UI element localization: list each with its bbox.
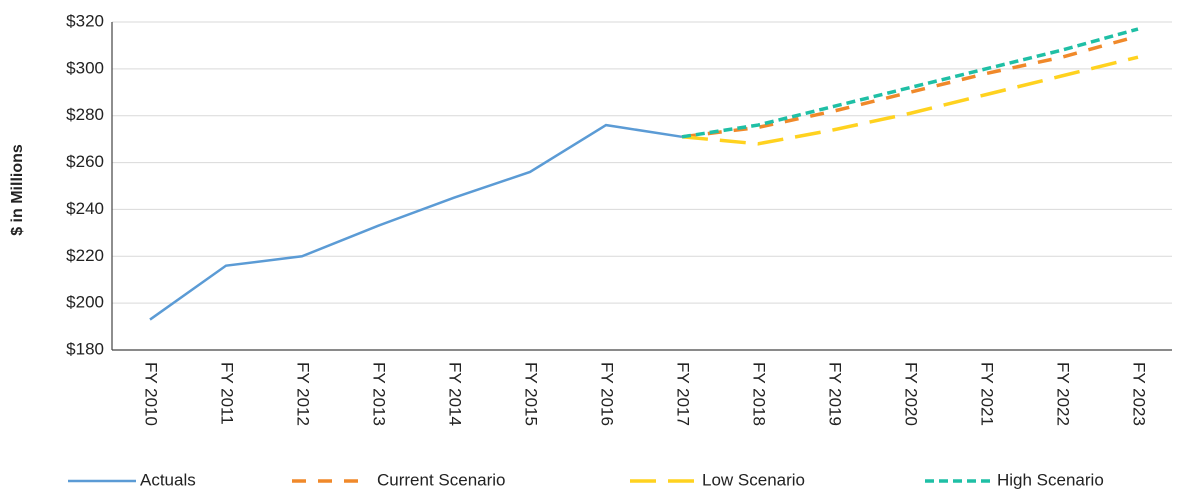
y-tick-label: $300: [66, 58, 104, 77]
y-tick-label: $220: [66, 246, 104, 265]
series-line: [681, 55, 1139, 146]
x-tick-label: FY 2013: [370, 362, 389, 426]
x-tick-label: FY 2018: [750, 362, 769, 426]
series-line: [149, 123, 683, 321]
x-tick-label: FY 2021: [978, 362, 997, 426]
x-tick-label: FY 2014: [446, 362, 465, 426]
legend-label: High Scenario: [997, 470, 1104, 489]
y-tick-label: $200: [66, 293, 104, 312]
legend-label: Low Scenario: [702, 470, 805, 489]
y-tick-label: $180: [66, 339, 104, 358]
x-tick-label: FY 2012: [294, 362, 313, 426]
x-tick-label: FY 2020: [902, 362, 921, 426]
y-axis-title: $ in Millions: [9, 144, 26, 236]
x-tick-label: FY 2019: [826, 362, 845, 426]
x-tick-label: FY 2015: [522, 362, 541, 426]
series-line: [681, 34, 1139, 139]
x-tick-label: FY 2017: [674, 362, 693, 426]
x-tick-label: FY 2011: [218, 362, 237, 425]
series-line: [681, 27, 1139, 139]
x-tick-label: FY 2010: [142, 362, 161, 426]
y-tick-label: $320: [66, 11, 104, 30]
x-tick-label: FY 2022: [1054, 362, 1073, 426]
y-tick-label: $280: [66, 105, 104, 124]
x-tick-label: FY 2016: [598, 362, 617, 426]
legend-label: Current Scenario: [377, 470, 506, 489]
x-tick-label: FY 2023: [1130, 362, 1149, 426]
y-tick-label: $240: [66, 199, 104, 218]
y-tick-label: $260: [66, 152, 104, 171]
legend-label: Actuals: [140, 470, 196, 489]
